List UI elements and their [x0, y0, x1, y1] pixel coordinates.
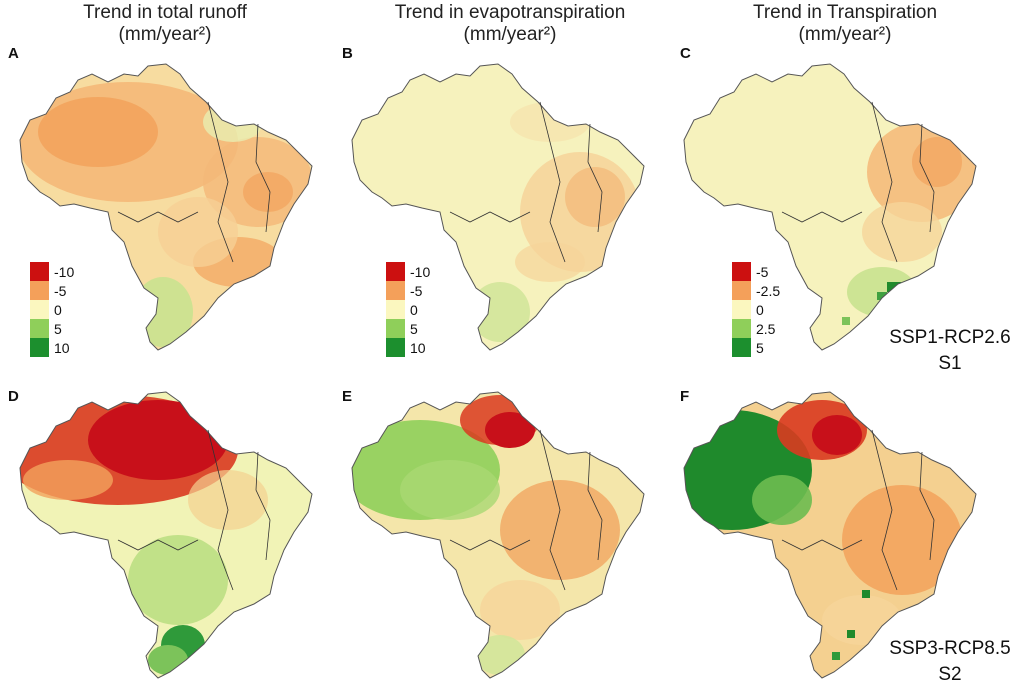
- scenario-label-s2: SSP3-RCP8.5 S2: [880, 636, 1020, 688]
- legend-entry: 0: [386, 300, 430, 319]
- legend-swatch: [30, 300, 49, 319]
- legend-swatch: [732, 262, 751, 281]
- panel-label-b: B: [342, 45, 353, 62]
- legend-swatch: [732, 300, 751, 319]
- legend-entry: -2.5: [732, 281, 780, 300]
- map-panel-f: [672, 385, 982, 690]
- legend-swatch: [386, 300, 405, 319]
- title-line-1: Trend in total runoff: [83, 2, 247, 23]
- legend-entry: 0: [732, 300, 780, 319]
- title-line-2: (mm/year²): [463, 24, 557, 45]
- map-panel-e: [340, 385, 650, 690]
- column-title-runoff: Trend in total runoff (mm/year²): [10, 2, 320, 46]
- legend-transpiration: -5 -2.5 0 2.5 5: [732, 262, 780, 357]
- legend-label: -10: [410, 263, 431, 280]
- legend-swatch: [30, 338, 49, 357]
- legend-label: 10: [410, 339, 426, 356]
- title-line-2: (mm/year²): [798, 24, 892, 45]
- scenario-code: S2: [938, 664, 962, 685]
- legend-label: 5: [756, 339, 764, 356]
- legend-label: 2.5: [756, 320, 776, 337]
- legend-label: -5: [410, 282, 423, 299]
- column-title-evapotranspiration: Trend in evapotranspiration (mm/year²): [345, 2, 675, 46]
- title-line-1: Trend in evapotranspiration: [394, 2, 626, 23]
- scenario-code: S1: [938, 353, 962, 374]
- legend-label: 5: [410, 320, 418, 337]
- scenario-name: SSP3-RCP8.5: [889, 638, 1011, 659]
- legend-entry: 10: [386, 338, 430, 357]
- legend-entry: 0: [30, 300, 74, 319]
- legend-swatch: [30, 281, 49, 300]
- legend-swatch: [732, 338, 751, 357]
- legend-entry: 5: [30, 319, 74, 338]
- legend-entry: 5: [732, 338, 780, 357]
- panel-label-f: F: [680, 388, 690, 405]
- legend-entry: -5: [386, 281, 430, 300]
- panel-label-d: D: [8, 388, 19, 405]
- legend-swatch: [30, 319, 49, 338]
- scenario-label-s1: SSP1-RCP2.6 S1: [880, 325, 1020, 377]
- legend-label: -5: [756, 263, 769, 280]
- legend-label: -5: [54, 282, 67, 299]
- legend-label: -10: [54, 263, 75, 280]
- legend-swatch: [386, 281, 405, 300]
- panel-label-c: C: [680, 45, 691, 62]
- legend-label: 0: [756, 301, 764, 318]
- legend-swatch: [732, 281, 751, 300]
- legend-swatch: [386, 319, 405, 338]
- legend-label: -2.5: [756, 282, 781, 299]
- legend-entry: 10: [30, 338, 74, 357]
- map-panel-c: [672, 62, 982, 357]
- legend-evapotranspiration: -10 -5 0 5 10: [386, 262, 430, 357]
- legend-label: 10: [54, 339, 70, 356]
- legend-swatch: [386, 262, 405, 281]
- scenario-name: SSP1-RCP2.6: [889, 327, 1011, 348]
- legend-entry: 5: [386, 319, 430, 338]
- legend-swatch: [732, 319, 751, 338]
- panel-label-a: A: [8, 45, 19, 62]
- column-title-transpiration: Trend in Transpiration (mm/year²): [695, 2, 995, 46]
- map-panel-d: [8, 385, 318, 690]
- legend-entry: -5: [30, 281, 74, 300]
- panel-label-e: E: [342, 388, 353, 405]
- legend-label: 5: [54, 320, 62, 337]
- legend-label: 0: [410, 301, 418, 318]
- title-line-2: (mm/year²): [118, 24, 212, 45]
- legend-runoff: -10 -5 0 5 10: [30, 262, 74, 357]
- title-line-1: Trend in Transpiration: [752, 2, 938, 23]
- legend-swatch: [386, 338, 405, 357]
- legend-entry: -10: [386, 262, 430, 281]
- legend-swatch: [30, 262, 49, 281]
- legend-entry: -10: [30, 262, 74, 281]
- legend-entry: 2.5: [732, 319, 780, 338]
- legend-label: 0: [54, 301, 62, 318]
- map-panel-a: [8, 62, 318, 357]
- legend-entry: -5: [732, 262, 780, 281]
